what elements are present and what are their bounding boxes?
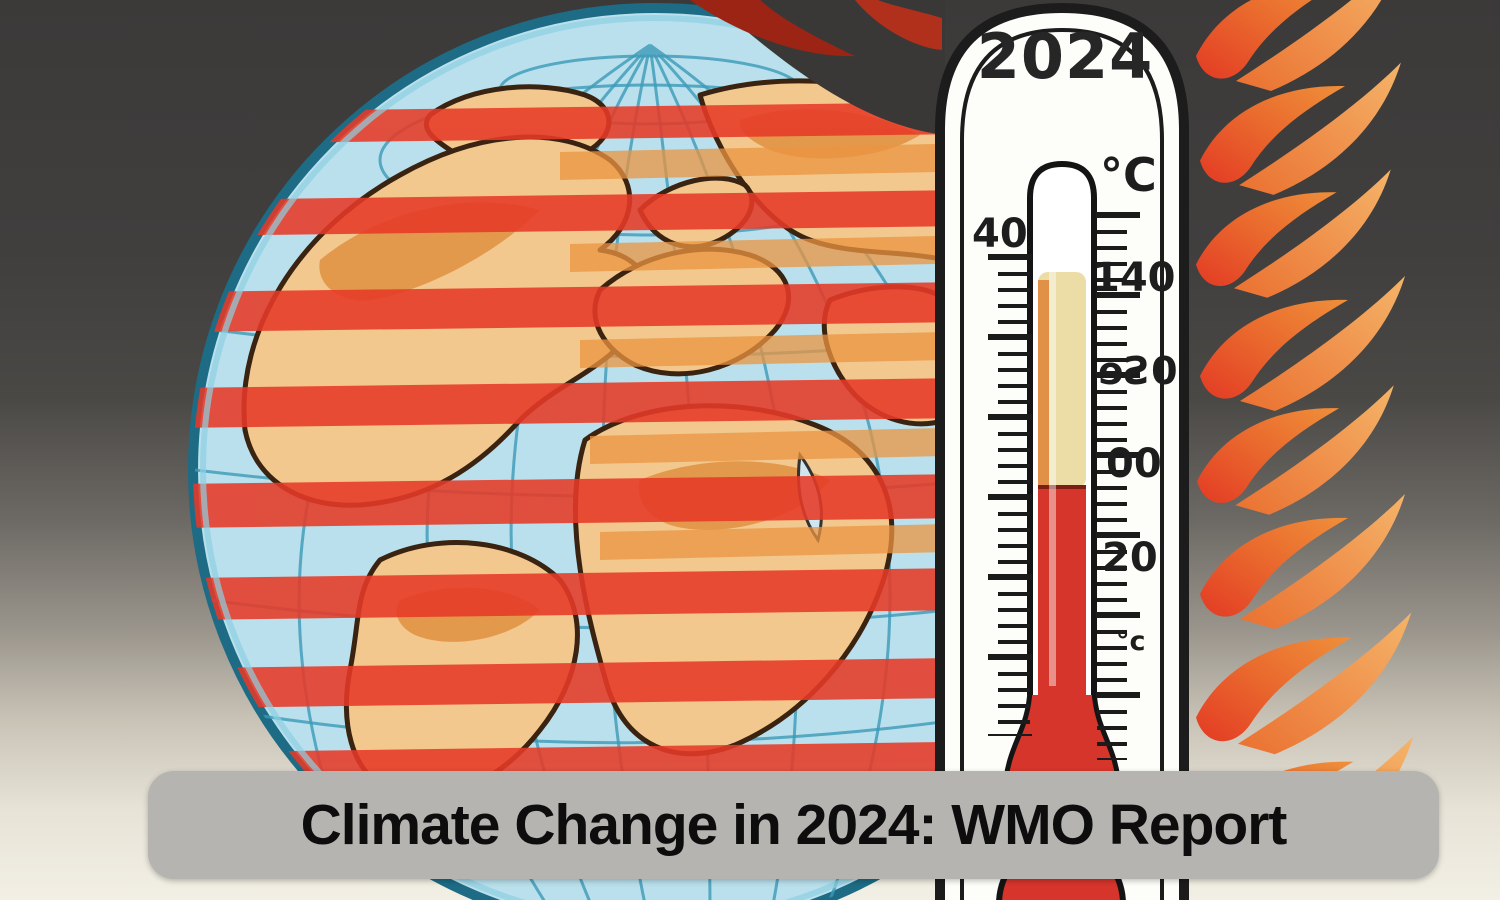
scale-label-00: 00: [1106, 441, 1162, 487]
scale-label-degc-small: °c: [1116, 626, 1146, 657]
flame-icon: [1200, 494, 1405, 629]
scale-label-20: 20: [1102, 535, 1158, 581]
poster-title: Climate Change in 2024: WMO Report: [300, 793, 1288, 857]
dark-flame-icon: [855, 0, 942, 50]
dark-heat-top: [690, 0, 945, 135]
year-label: 2024: [976, 20, 1154, 93]
scale-label-garbled: ɘƧ0: [1098, 349, 1178, 393]
scale-label-left-40: 40: [972, 211, 1028, 257]
flame-icon: [1196, 612, 1412, 755]
flame-icon: [1196, 169, 1391, 298]
column-amber-edge: [1038, 280, 1049, 488]
celsius-unit-label: °C: [1100, 148, 1157, 202]
flame-icon: [1197, 385, 1394, 515]
thermometer-inner-outline: [960, 27, 1164, 900]
scale-label-140: 140: [1092, 255, 1176, 301]
flame-icon: [1196, 0, 1401, 91]
flame-icon: [1200, 276, 1405, 411]
dark-flame-icon: [690, 0, 855, 57]
column-amber: [1038, 272, 1086, 488]
tube-gloss: [1049, 176, 1056, 686]
title-banner: Climate Change in 2024: WMO Report: [148, 771, 1439, 879]
heat-flames: [1196, 0, 1414, 879]
mercury-column: [1038, 486, 1086, 701]
flame-icon: [1200, 62, 1401, 195]
